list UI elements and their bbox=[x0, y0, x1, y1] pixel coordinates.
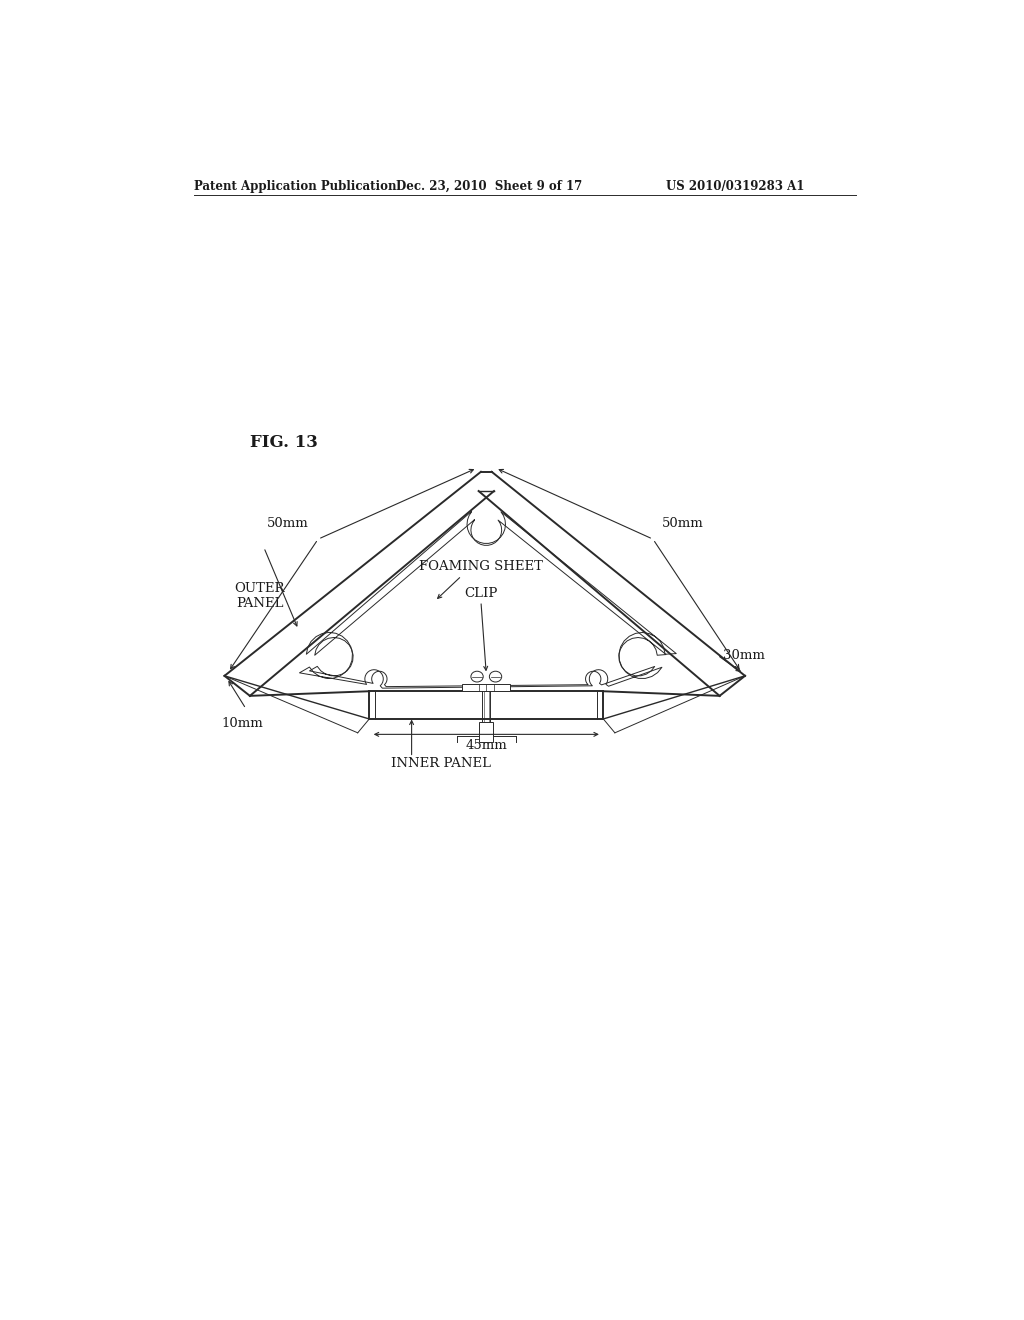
Bar bbox=[479, 722, 494, 742]
Text: 50mm: 50mm bbox=[267, 517, 309, 529]
Text: INNER PANEL: INNER PANEL bbox=[391, 758, 490, 771]
Text: Dec. 23, 2010  Sheet 9 of 17: Dec. 23, 2010 Sheet 9 of 17 bbox=[396, 180, 583, 193]
Bar bbox=[463, 684, 510, 692]
Text: 30mm: 30mm bbox=[724, 648, 765, 661]
Ellipse shape bbox=[489, 672, 502, 682]
Text: Patent Application Publication: Patent Application Publication bbox=[194, 180, 396, 193]
Text: 10mm: 10mm bbox=[221, 717, 263, 730]
Ellipse shape bbox=[471, 672, 483, 682]
Text: FOAMING SHEET: FOAMING SHEET bbox=[419, 560, 543, 573]
Text: CLIP: CLIP bbox=[464, 587, 498, 601]
Text: FIG. 13: FIG. 13 bbox=[250, 434, 317, 451]
Text: 50mm: 50mm bbox=[663, 517, 703, 529]
Text: OUTER
PANEL: OUTER PANEL bbox=[234, 582, 285, 610]
Text: 45mm: 45mm bbox=[466, 739, 507, 752]
Text: US 2010/0319283 A1: US 2010/0319283 A1 bbox=[666, 180, 804, 193]
